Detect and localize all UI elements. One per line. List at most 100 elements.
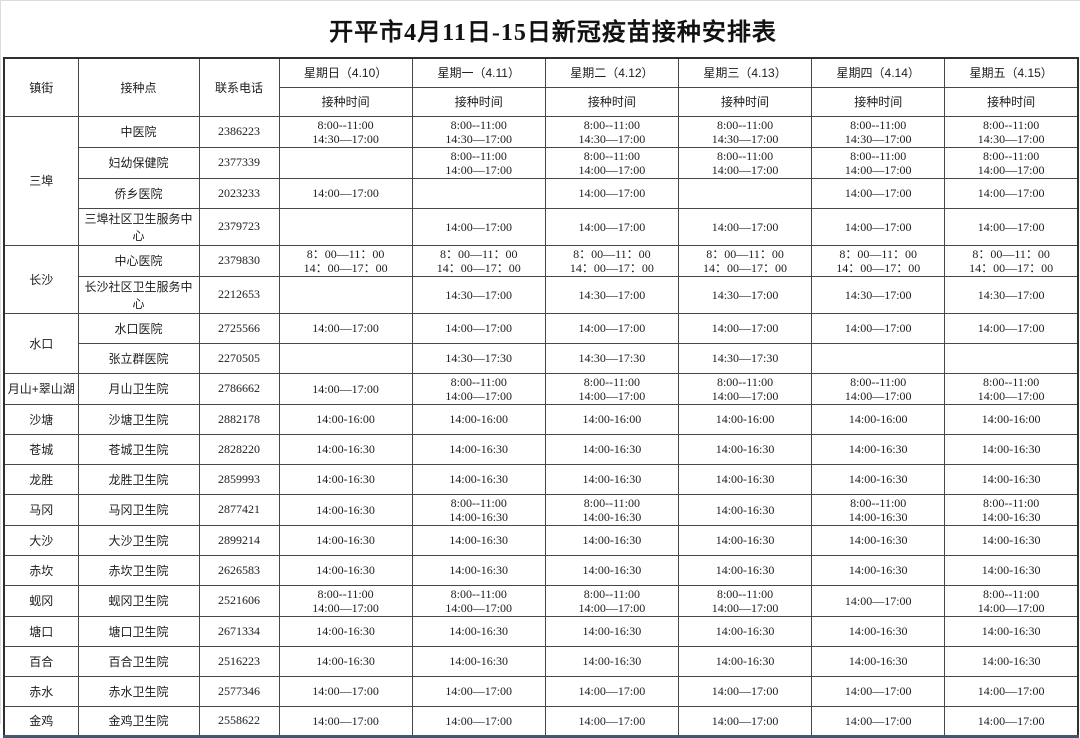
table-row: 百合 百合卫生院 2516223 14:00-16:30 14:00-16:30 14:0… <box>3 645 1079 677</box>
time-cell: 8:00--11:00 14:00—17:00 <box>944 146 1079 179</box>
time-cell: 14:00-16:00 <box>411 403 546 435</box>
time-cell: 14:00-16:30 <box>944 463 1079 495</box>
town-cell: 赤水 <box>3 675 79 707</box>
table-row: 塘口 塘口卫生院 2671334 14:00-16:30 14:00-16:30 14:0… <box>3 615 1079 647</box>
time-cell: 14:00-16:30 <box>411 554 546 586</box>
town-cell: 金鸡 <box>3 705 79 737</box>
time-cell: 8:00--11:00 14:00—17:00 <box>677 372 813 405</box>
table-row: 侨乡医院 2023233 14:00—17:00 14:00—17:00 14:00—1… <box>4 177 1079 209</box>
time-cell: 14:00-16:30 <box>811 463 946 495</box>
site-cell: 月山卫生院 <box>77 372 200 405</box>
time-cell <box>677 177 813 209</box>
site-cell: 大沙卫生院 <box>77 524 200 556</box>
table-row: 三埠 中医院 2386223 8:00--11:00 14:30—17:00 8:00-… <box>3 115 1079 246</box>
phone-cell: 2386223 <box>198 115 280 148</box>
town-cell: 百合 <box>3 645 79 677</box>
time-cell: 8:00--11:00 14:30—17:00 <box>278 115 413 148</box>
table-row: 龙胜 龙胜卫生院 2859993 14:00-16:30 14:00-16:30 14:0… <box>3 463 1079 495</box>
time-cell: 8:00--11:00 14:00—17:00 <box>411 372 546 405</box>
time-cell: 14:00—17:00 <box>811 207 946 246</box>
time-cell: 14:00-16:00 <box>544 403 679 435</box>
subheader-time-friday: 接种时间 <box>944 86 1079 117</box>
phone-cell: 2626583 <box>198 554 280 586</box>
schedule-body: 三埠 中医院 2386223 8:00--11:00 14:30—17:00 8:00-… <box>3 115 1079 737</box>
col-header-day-sunday: 星期日（4.10） <box>278 57 413 88</box>
time-cell: 14:00-16:30 <box>944 615 1079 647</box>
phone-cell: 2379723 <box>198 207 280 246</box>
time-cell: 8:00--11:00 14:30—17:00 <box>677 115 813 148</box>
time-cell: 14:00-16:30 <box>544 463 679 495</box>
col-header-day-thursday: 星期四（4.14） <box>811 57 946 88</box>
site-cell: 龙胜卫生院 <box>77 463 200 495</box>
phone-cell: 2379830 <box>198 244 280 277</box>
time-cell: 14:00-16:30 <box>677 524 813 556</box>
time-cell: 8:00--11:00 14:00-16:30 <box>944 493 1079 526</box>
site-cell: 中心医院 <box>77 244 200 277</box>
phone-cell: 2899214 <box>198 524 280 556</box>
time-cell: 14:30—17:00 <box>811 275 946 314</box>
phone-cell: 2577346 <box>198 675 280 707</box>
time-cell: 14:00—17:00 <box>278 312 413 344</box>
subheader-time-sunday: 接种时间 <box>278 86 413 117</box>
col-header-day-monday: 星期一（4.11） <box>411 57 546 88</box>
time-cell: 14:30—17:30 <box>411 342 546 374</box>
phone-cell: 2377339 <box>198 146 280 179</box>
town-cell: 长沙 <box>3 244 79 314</box>
time-cell: 14:30—17:30 <box>544 342 679 374</box>
time-cell: 14:00—17:00 <box>944 177 1079 209</box>
town-cell: 水口 <box>3 312 79 374</box>
time-cell: 14:00-16:30 <box>677 433 813 465</box>
time-cell: 8:00--11:00 14:00—17:00 <box>544 584 679 617</box>
table-row: 妇幼保健院 2377339 8:00--11:00 14:00—17:00 8:00-… <box>4 146 1079 179</box>
town-cell: 赤坎 <box>3 554 79 586</box>
town-cell: 龙胜 <box>3 463 79 495</box>
site-cell: 沙塘卫生院 <box>77 403 200 435</box>
time-cell: 14:00—17:00 <box>811 312 946 344</box>
time-cell: 8：00—11：00 14：00—17：00 <box>811 244 946 277</box>
table-row: 蚬冈 蚬冈卫生院 2521606 8:00--11:00 14:00—17:00 8:0… <box>3 584 1079 617</box>
table-row: 长沙 中心医院 2379830 8：00—11：00 14：00—17：00 8：00—… <box>3 244 1079 314</box>
phone-cell: 2270505 <box>198 342 280 374</box>
town-cell: 大沙 <box>3 524 79 556</box>
col-header-site: 接种点 <box>77 57 200 117</box>
time-cell: 14:00—17:00 <box>677 675 813 707</box>
time-cell: 14:00-16:30 <box>677 493 813 526</box>
time-cell: 14:00—17:00 <box>811 584 946 617</box>
time-cell: 14:00-16:30 <box>411 524 546 556</box>
time-cell: 14:00-16:30 <box>278 645 413 677</box>
time-cell: 8:00--11:00 14:00-16:30 <box>411 493 546 526</box>
table-row: 水口 水口医院 2725566 14:00—17:00 14:00—17:00 14:00… <box>3 312 1079 374</box>
phone-cell: 2521606 <box>198 584 280 617</box>
town-cell: 沙塘 <box>3 403 79 435</box>
site-cell: 金鸡卫生院 <box>77 705 200 737</box>
phone-cell: 2882178 <box>198 403 280 435</box>
time-cell: 14:00-16:30 <box>411 615 546 647</box>
town-cell: 月山+翠山湖 <box>3 372 79 405</box>
time-cell: 8:00--11:00 14:30—17:00 <box>944 115 1079 148</box>
time-cell: 8：00—11：00 14：00—17：00 <box>278 244 413 277</box>
time-cell: 14:00-16:30 <box>278 463 413 495</box>
town-cell: 塘口 <box>3 615 79 647</box>
time-cell: 14:00-16:30 <box>278 615 413 647</box>
time-cell <box>278 342 413 374</box>
time-cell: 14:30—17:00 <box>411 275 546 314</box>
phone-cell: 2786662 <box>198 372 280 405</box>
time-cell: 8:00--11:00 14:00—17:00 <box>677 146 813 179</box>
table-row: 金鸡 金鸡卫生院 2558622 14:00—17:00 14:00—17:00 14:0… <box>3 705 1079 737</box>
time-cell: 8:00--11:00 14:30—17:00 <box>544 115 679 148</box>
site-cell: 妇幼保健院 <box>77 146 200 179</box>
site-cell: 赤水卫生院 <box>77 675 200 707</box>
col-header-day-wednesday: 星期三（4.13） <box>677 57 813 88</box>
time-cell <box>278 275 413 314</box>
time-cell: 14:00—17:00 <box>811 675 946 707</box>
time-cell: 14:00-16:30 <box>944 524 1079 556</box>
time-cell: 8:00--11:00 14:00—17:00 <box>811 372 946 405</box>
col-header-town: 镇街 <box>3 57 79 117</box>
time-cell <box>944 342 1079 374</box>
time-cell: 14:00—17:00 <box>278 705 413 737</box>
time-cell: 14:00—17:00 <box>278 675 413 707</box>
phone-cell: 2516223 <box>198 645 280 677</box>
time-cell: 14:00—17:00 <box>544 207 679 246</box>
table-row: 马冈 马冈卫生院 2877421 14:00-16:30 8:00--11:00 14:… <box>3 493 1079 526</box>
